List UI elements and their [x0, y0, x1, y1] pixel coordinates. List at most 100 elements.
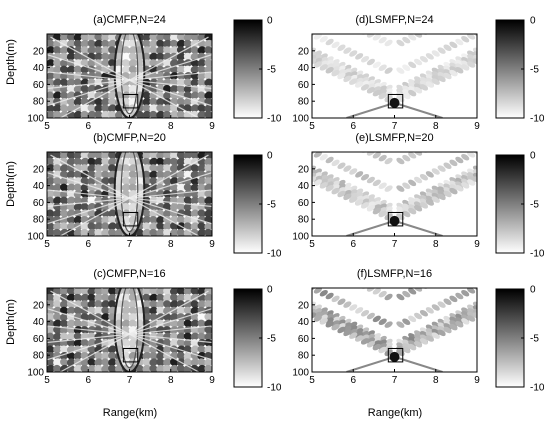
panel-title: (e)LSMFP,N=20 — [355, 132, 433, 144]
colorbar-tick-label: 0 — [267, 285, 273, 296]
colorbar-tick-label: 0 — [267, 16, 273, 27]
y-tick-label: 20 — [33, 164, 45, 175]
target-box — [387, 347, 404, 363]
colorbar-tick-label: 0 — [530, 151, 536, 162]
y-tick-label: 40 — [298, 317, 310, 328]
heatmap-panel: (b)CMFP,N=20 5 6 7 8 9 20 40 60 80 100 0 -5 -10 — [27, 132, 282, 260]
target-box — [122, 93, 139, 109]
heatmap-field — [47, 152, 212, 236]
x-axis-label: Range(km) — [103, 407, 157, 419]
colorbar-tick-label: -10 — [267, 383, 282, 394]
colorbar: 0 -5 -10 — [233, 16, 282, 125]
target-box — [387, 211, 404, 227]
y-tick-label: 40 — [33, 181, 45, 192]
y-tick-label: 100 — [292, 114, 309, 125]
y-tick-label: 20 — [33, 300, 45, 311]
x-tick-label: 6 — [85, 121, 91, 132]
colorbar: 0 -5 -10 — [233, 285, 282, 394]
x-tick-label: 5 — [309, 121, 315, 132]
y-tick-label: 40 — [298, 63, 310, 74]
y-tick-label: 60 — [33, 334, 45, 345]
colorbar-tick-label: -5 — [267, 65, 276, 76]
x-tick-label: 8 — [168, 121, 174, 132]
panel-title: (b)CMFP,N=20 — [93, 132, 166, 144]
colorbar-tick-label: -5 — [267, 200, 276, 211]
x-tick-label: 9 — [474, 239, 480, 250]
heatmap-field — [312, 34, 477, 118]
x-tick-label: 9 — [209, 121, 215, 132]
colorbar: 0 -5 -10 — [495, 285, 545, 394]
x-tick-label: 9 — [474, 121, 480, 132]
x-tick-label: 9 — [474, 375, 480, 386]
colorbar-tick-label: -10 — [530, 383, 545, 394]
y-tick-label: 100 — [292, 368, 309, 379]
x-tick-label: 5 — [44, 121, 50, 132]
x-tick-label: 9 — [209, 239, 215, 250]
colorbar-tick-label: -5 — [530, 65, 539, 76]
target-box — [122, 211, 139, 227]
panel-title: (c)CMFP,N=16 — [93, 268, 165, 280]
y-tick-label: 80 — [33, 215, 45, 226]
y-tick-label: 60 — [33, 80, 45, 91]
x-tick-label: 8 — [433, 121, 439, 132]
panel-title: (a)CMFP,N=24 — [93, 14, 166, 26]
heatmap-panel: (f)LSMFP,N=16 5 6 7 8 9 20 40 60 80 100 0 -5 -10 — [292, 268, 545, 394]
x-tick-label: 7 — [127, 239, 133, 250]
y-tick-label: 40 — [298, 181, 310, 192]
heatmap-panel: (c)CMFP,N=16 5 6 7 8 9 20 40 60 80 100 0 -5 -10 — [27, 268, 282, 394]
target-box — [122, 347, 139, 363]
x-tick-label: 5 — [309, 375, 315, 386]
x-tick-label: 6 — [350, 239, 356, 250]
x-tick-label: 8 — [433, 239, 439, 250]
y-tick-label: 20 — [298, 46, 310, 57]
y-tick-label: 100 — [292, 232, 309, 243]
x-tick-label: 7 — [392, 375, 398, 386]
colorbar-tick-label: 0 — [267, 151, 273, 162]
colorbar: 0 -5 -10 — [233, 151, 282, 260]
y-tick-label: 80 — [298, 215, 310, 226]
y-tick-label: 60 — [33, 198, 45, 209]
y-tick-label: 100 — [27, 114, 44, 125]
y-tick-label: 20 — [298, 300, 310, 311]
x-tick-label: 6 — [350, 121, 356, 132]
x-tick-label: 8 — [168, 375, 174, 386]
y-tick-label: 60 — [298, 80, 310, 91]
y-tick-label: 60 — [298, 198, 310, 209]
heatmap-field — [47, 288, 212, 372]
heatmap-panel: (e)LSMFP,N=20 5 6 7 8 9 20 40 60 80 100 0 -5 -10 — [292, 132, 545, 260]
y-tick-label: 40 — [33, 63, 45, 74]
x-tick-label: 6 — [85, 239, 91, 250]
colorbar-tick-label: 0 — [530, 16, 536, 27]
panel-title: (f)LSMFP,N=16 — [357, 268, 432, 280]
heatmap-field — [47, 34, 212, 118]
y-axis-label: Depth(m) — [5, 161, 17, 207]
heatmap-panel: (d)LSMFP,N=24 5 6 7 8 9 20 40 60 80 100 0 -5 -10 — [292, 14, 545, 132]
x-tick-label: 8 — [433, 375, 439, 386]
y-tick-label: 20 — [33, 46, 45, 57]
x-axis-label: Range(km) — [368, 407, 422, 419]
y-tick-label: 80 — [298, 97, 310, 108]
y-tick-label: 40 — [33, 317, 45, 328]
x-tick-label: 9 — [209, 375, 215, 386]
colorbar-tick-label: -5 — [530, 334, 539, 345]
target-box — [387, 93, 404, 109]
y-axis-label: Depth(m) — [5, 39, 17, 85]
heatmap-panel: (a)CMFP,N=24 5 6 7 8 9 20 40 60 80 100 0 -5 -10 — [27, 14, 282, 132]
x-tick-label: 7 — [392, 239, 398, 250]
x-tick-label: 6 — [350, 375, 356, 386]
colorbar-tick-label: -10 — [267, 114, 282, 125]
x-tick-label: 7 — [127, 375, 133, 386]
x-tick-label: 7 — [127, 121, 133, 132]
y-tick-label: 80 — [298, 351, 310, 362]
x-tick-label: 7 — [392, 121, 398, 132]
y-tick-label: 80 — [33, 351, 45, 362]
colorbar-tick-label: -10 — [530, 249, 545, 260]
x-tick-label: 5 — [309, 239, 315, 250]
heatmap-field — [312, 152, 477, 236]
colorbar-tick-label: 0 — [530, 285, 536, 296]
colorbar-tick-label: -10 — [530, 114, 545, 125]
heatmap-field — [312, 288, 477, 372]
x-tick-label: 8 — [168, 239, 174, 250]
y-tick-label: 100 — [27, 368, 44, 379]
